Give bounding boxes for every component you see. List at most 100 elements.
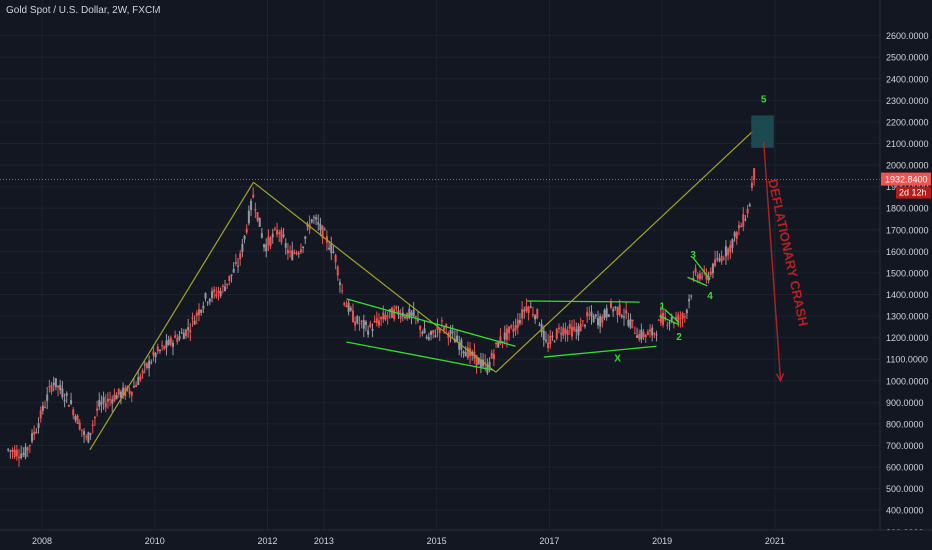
candle-body <box>102 397 105 403</box>
candle-body <box>616 306 619 316</box>
candle-body <box>167 339 170 345</box>
candle-body <box>575 329 578 332</box>
candle-body <box>254 208 257 211</box>
x-tick-label: 2013 <box>314 536 334 546</box>
candle-body <box>111 399 114 404</box>
candle-body <box>44 406 47 408</box>
candle-body <box>382 312 385 320</box>
candle-body <box>540 323 543 333</box>
candle-body <box>694 268 697 273</box>
wave-label: X <box>614 353 621 364</box>
candle-body <box>510 325 513 328</box>
candle-body <box>135 384 138 388</box>
candle-body <box>458 342 461 350</box>
candle-body <box>683 316 686 318</box>
candle-body <box>475 355 478 366</box>
candle-body <box>217 290 220 294</box>
candle-body <box>226 283 229 286</box>
candle-body <box>237 265 240 267</box>
candle-body <box>501 341 504 343</box>
candle-body <box>180 332 183 334</box>
candle-body <box>297 253 300 255</box>
candle-body <box>74 416 77 420</box>
x-axis-panel <box>0 530 932 550</box>
candle-body <box>358 323 361 325</box>
candle-body <box>119 391 122 398</box>
candle-body <box>50 384 53 392</box>
candle-body <box>518 320 521 324</box>
candle-body <box>271 233 274 238</box>
candle-body <box>334 254 337 263</box>
candle-body <box>521 309 524 319</box>
candle-body <box>740 226 743 228</box>
candle-body <box>328 247 331 250</box>
candle-body <box>566 330 569 336</box>
channel-line <box>659 315 680 326</box>
candle-body <box>356 316 359 323</box>
candle-body <box>664 316 667 319</box>
candle-body <box>404 317 407 319</box>
candle-body <box>484 362 487 364</box>
candle-body <box>59 384 62 391</box>
candle-body <box>410 312 413 316</box>
candle-body <box>115 395 118 400</box>
candle-body <box>197 309 200 316</box>
x-tick-label: 2010 <box>145 536 165 546</box>
candle-body <box>158 350 161 352</box>
candle-body <box>330 243 333 254</box>
candle-body <box>544 339 547 342</box>
y-tick-label: 2000.0000 <box>886 161 929 171</box>
candle-body <box>234 261 237 265</box>
x-tick-label: 2012 <box>258 536 278 546</box>
candle-body <box>373 321 376 323</box>
candle-body <box>282 234 285 237</box>
channel-line <box>526 300 640 303</box>
candle-body <box>286 249 289 254</box>
candle-body <box>523 309 526 312</box>
candle-body <box>87 432 90 443</box>
candle-body <box>499 336 502 344</box>
candle-body <box>438 328 441 334</box>
candle-body <box>293 252 296 254</box>
candle-body <box>48 386 51 388</box>
y-tick-label: 1400.0000 <box>886 290 929 300</box>
candle-body <box>39 410 42 419</box>
y-tick-label: 1200.0000 <box>886 333 929 343</box>
candle-body <box>488 361 491 368</box>
candle-body <box>748 204 751 207</box>
candle-body <box>681 312 684 319</box>
candle-body <box>267 236 270 246</box>
candle-body <box>161 345 164 347</box>
x-tick-label: 2019 <box>652 536 672 546</box>
candle-body <box>642 331 645 338</box>
y-tick-label: 2100.0000 <box>886 139 929 149</box>
candle-body <box>724 246 727 257</box>
candle-body <box>560 333 563 335</box>
wave-label: 5 <box>761 95 767 106</box>
candle-body <box>746 208 749 214</box>
candle-body <box>163 346 166 350</box>
candle-body <box>152 351 155 356</box>
channel-line <box>543 345 657 358</box>
candle-body <box>215 293 218 297</box>
y-tick-label: 1800.0000 <box>886 204 929 214</box>
y-tick-label: 1300.0000 <box>886 312 929 322</box>
candle-body <box>579 323 582 332</box>
candle-body <box>341 290 344 292</box>
candle-body <box>195 312 198 316</box>
candle-body <box>390 307 393 318</box>
candle-body <box>557 327 560 330</box>
price-tag <box>881 172 931 186</box>
candle-body <box>742 214 745 227</box>
candle-body <box>744 219 747 221</box>
candle-body <box>11 449 14 453</box>
candle-body <box>304 236 307 239</box>
candle-body <box>690 295 693 297</box>
candle-body <box>649 329 652 332</box>
candle-body <box>33 431 36 435</box>
candle-body <box>132 386 135 388</box>
candle-body <box>698 273 701 280</box>
channel-line <box>692 257 711 280</box>
candle-body <box>753 168 756 180</box>
